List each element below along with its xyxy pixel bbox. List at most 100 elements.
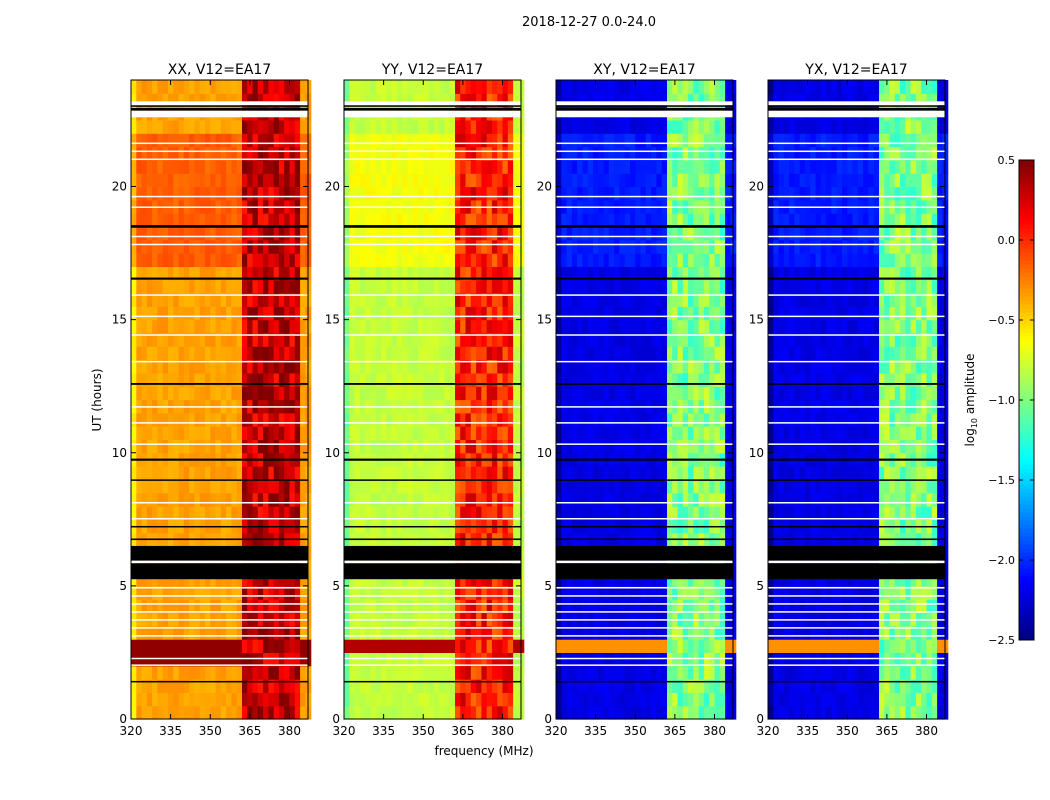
- heatmap-cell: [582, 625, 589, 640]
- heatmap-cell: [284, 492, 291, 507]
- heatmap-cell: [289, 359, 296, 374]
- heatmap-cell: [630, 226, 636, 241]
- heatmap-cell: [561, 279, 568, 294]
- x-tick-label: 365: [238, 724, 261, 738]
- heatmap-cell: [236, 386, 243, 401]
- heatmap-cell: [439, 253, 445, 267]
- heatmap-cell: [635, 173, 642, 188]
- heatmap-cell: [189, 639, 195, 653]
- heatmap-cell: [268, 93, 275, 108]
- heatmap-cell: [709, 466, 716, 480]
- heatmap-cell: [354, 639, 361, 653]
- heatmap-cell: [359, 412, 366, 427]
- heatmap-cell: [359, 479, 366, 494]
- flagged-row-white: [131, 315, 308, 318]
- heatmap-cell: [481, 679, 488, 693]
- heatmap-cell: [294, 492, 301, 507]
- heatmap-cell: [152, 173, 158, 188]
- flagged-row-black: [131, 479, 308, 481]
- heatmap-cell: [593, 665, 599, 680]
- heatmap-cell: [630, 412, 636, 427]
- heatmap-cell: [354, 359, 361, 374]
- heatmap-cell: [194, 439, 201, 454]
- heatmap-cell: [199, 572, 206, 587]
- heatmap-cell: [449, 133, 456, 148]
- heatmap-cell: [152, 492, 158, 507]
- heatmap-cell: [455, 133, 461, 148]
- heatmap-cell: [614, 372, 620, 387]
- heatmap-cell: [236, 692, 243, 707]
- heatmap-cell: [278, 492, 285, 507]
- heatmap-cell: [587, 665, 594, 680]
- heatmap-cell: [284, 599, 291, 614]
- heatmap-cell: [423, 239, 430, 254]
- heatmap-cell: [189, 572, 195, 587]
- heatmap-cell: [682, 692, 689, 707]
- heatmap-cell: [709, 226, 716, 241]
- heatmap-cell: [703, 186, 710, 201]
- heatmap-cell: [714, 439, 721, 454]
- heatmap-cell: [278, 705, 285, 720]
- heatmap-cell: [300, 705, 306, 720]
- heatmap-cell: [407, 319, 414, 334]
- heatmap-cell: [507, 146, 514, 161]
- heatmap-cell: [465, 306, 472, 321]
- heatmap-cell: [359, 506, 366, 520]
- heatmap-cell: [603, 572, 610, 587]
- heatmap-cell: [449, 146, 456, 161]
- heatmap-cell: [513, 159, 519, 174]
- heatmap-cell: [194, 332, 201, 347]
- heatmap-cell: [173, 80, 180, 94]
- heatmap-cell: [640, 173, 647, 188]
- heatmap-cell: [136, 479, 143, 494]
- heatmap-cell: [635, 306, 642, 321]
- heatmap-cell: [587, 492, 594, 507]
- heatmap-cell: [693, 159, 700, 174]
- heatmap-cell: [619, 692, 626, 707]
- heatmap-cell: [481, 266, 488, 281]
- heatmap-cell: [444, 80, 451, 94]
- heatmap-cell: [199, 93, 206, 108]
- flagged-row-black: [344, 545, 521, 561]
- heatmap-cell: [349, 479, 356, 494]
- heatmap-cell: [630, 186, 636, 201]
- flagged-row-black: [131, 680, 308, 683]
- heatmap-cell: [698, 159, 705, 174]
- heatmap-cell: [598, 119, 605, 134]
- heatmap-cell: [709, 266, 716, 281]
- heatmap-cell: [603, 679, 610, 693]
- heatmap-cell: [215, 80, 222, 94]
- heatmap-cell: [577, 332, 583, 347]
- heatmap-cell: [268, 466, 275, 480]
- heatmap-cell: [486, 359, 493, 374]
- heatmap-cell: [481, 293, 488, 307]
- heatmap-cell: [210, 426, 217, 440]
- heatmap-cell: [152, 239, 158, 254]
- heatmap-cell: [677, 226, 684, 241]
- heatmap-cell: [136, 306, 143, 321]
- heatmap-cell: [645, 279, 652, 294]
- heatmap-cell: [556, 133, 562, 148]
- heatmap-cell: [693, 492, 700, 507]
- heatmap-cell: [719, 319, 726, 334]
- heatmap-cell: [268, 159, 275, 174]
- heatmap-cell: [507, 599, 514, 614]
- heatmap-cell: [725, 599, 731, 614]
- heatmap-cell: [199, 386, 206, 401]
- heatmap-cell: [507, 439, 514, 454]
- heatmap-cell: [162, 133, 169, 148]
- heatmap-cell: [294, 386, 301, 401]
- heatmap-cell: [635, 625, 642, 640]
- heatmap-cell: [630, 572, 636, 587]
- heatmap-cell: [252, 119, 259, 134]
- heatmap-cell: [412, 506, 419, 520]
- heatmap-cell: [476, 266, 482, 281]
- heatmap-cell: [449, 386, 456, 401]
- heatmap-cell: [640, 665, 647, 680]
- heatmap-cell: [278, 159, 285, 174]
- heatmap-cell: [146, 146, 153, 161]
- heatmap-cell: [273, 173, 280, 188]
- heatmap-cell: [152, 692, 158, 707]
- heatmap-cell: [354, 146, 361, 161]
- heatmap-cell: [608, 159, 615, 174]
